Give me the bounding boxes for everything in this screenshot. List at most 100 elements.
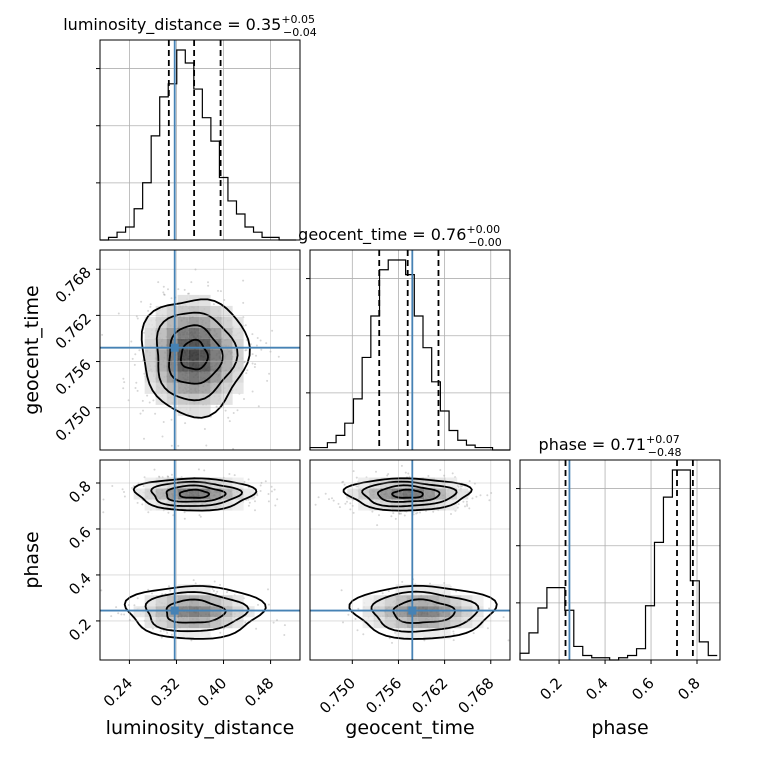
sample-point <box>257 603 259 606</box>
density-cell <box>144 488 156 500</box>
truth-marker <box>170 606 179 615</box>
density-cell <box>380 488 392 500</box>
panel-title-plus: +0.00 <box>466 223 500 236</box>
density-cell <box>166 327 178 339</box>
sample-point <box>244 621 247 624</box>
density-cell <box>210 488 222 500</box>
sample-point <box>254 363 257 366</box>
sample-point <box>401 580 404 583</box>
sample-point <box>466 504 469 507</box>
density-cell <box>199 338 211 350</box>
sample-point <box>135 315 138 318</box>
sample-point <box>452 639 455 642</box>
sample-point <box>423 639 426 642</box>
density-cell <box>177 371 189 383</box>
x-tick-label: 0.6 <box>628 674 658 704</box>
sample-point <box>248 501 251 504</box>
sample-point <box>246 369 249 372</box>
density-cell <box>166 305 178 317</box>
sample-point <box>394 517 397 520</box>
sample-point <box>255 344 258 347</box>
sample-point <box>243 398 245 400</box>
sample-point <box>466 503 468 506</box>
sample-point <box>427 475 430 477</box>
sample-point <box>390 515 393 518</box>
panel-title-plus: +0.05 <box>281 13 315 26</box>
density-contour <box>165 598 227 624</box>
x-tick-label: 0.756 <box>362 674 405 717</box>
density-cell <box>472 595 484 607</box>
density-cell <box>188 360 200 372</box>
truth-marker <box>170 343 179 352</box>
sample-point <box>267 500 270 503</box>
sample-point <box>268 372 271 375</box>
panel-title-text: phase = 0.71 <box>539 435 646 454</box>
sample-point <box>337 502 340 505</box>
density-cell <box>243 606 255 618</box>
sample-point <box>247 504 250 507</box>
density-cell <box>221 338 233 350</box>
sample-point <box>167 288 169 291</box>
sample-point <box>187 292 189 295</box>
density-cell <box>232 360 244 372</box>
sample-point <box>162 291 165 294</box>
sample-point <box>142 409 144 412</box>
sample-point <box>215 592 217 595</box>
density-cell <box>221 360 233 372</box>
density-cell <box>417 628 429 640</box>
sample-point <box>486 627 489 630</box>
density-cell <box>428 606 440 618</box>
sample-point <box>143 437 145 440</box>
density-cell <box>221 488 233 500</box>
sample-point <box>226 591 228 594</box>
density-cell <box>439 606 451 618</box>
sample-point <box>183 511 186 514</box>
sample-point <box>264 480 267 483</box>
density-cell <box>450 606 462 618</box>
sample-point <box>407 472 410 475</box>
sample-point <box>167 475 170 478</box>
y-tick-label: 0.8 <box>65 477 95 507</box>
density-cell <box>199 404 211 416</box>
density-cell <box>177 606 189 618</box>
panel-title: phase = 0.71+0.07 −0.48 <box>539 433 682 459</box>
sample-point <box>219 290 222 293</box>
sample-point <box>115 606 118 609</box>
density-cell <box>177 327 189 339</box>
density-cell <box>210 595 222 607</box>
sample-point <box>163 293 165 296</box>
density-contour <box>179 338 209 371</box>
panel-title-minus: −0.00 <box>468 236 502 249</box>
density-contour <box>370 590 480 633</box>
density-cell <box>428 617 440 629</box>
density-cell <box>155 338 167 350</box>
density-cell <box>155 360 167 372</box>
sample-point <box>342 480 345 483</box>
panel-title: luminosity_distance = 0.35+0.05 −0.04 <box>63 13 317 39</box>
sample-point <box>457 503 460 506</box>
sample-point <box>120 613 123 616</box>
sample-point <box>328 498 330 501</box>
sample-point <box>242 279 245 282</box>
panel-title-plus: +0.07 <box>646 433 680 446</box>
density-cell <box>439 617 451 629</box>
sample-point <box>355 476 358 479</box>
sample-point <box>212 452 214 454</box>
density-cell <box>424 488 436 500</box>
density-cell <box>166 382 178 394</box>
density-cell <box>446 488 458 500</box>
sample-point <box>183 517 186 520</box>
density-cell <box>384 606 396 618</box>
sample-point <box>459 485 462 487</box>
x-axis-label: luminosity_distance <box>106 717 295 739</box>
density-cell <box>144 371 156 383</box>
density-cell <box>384 595 396 607</box>
sample-point <box>135 381 138 384</box>
density-cell <box>188 584 200 596</box>
sample-point <box>147 511 150 514</box>
density-cell <box>155 499 167 511</box>
density-cell <box>177 349 189 361</box>
density-cell <box>461 617 473 629</box>
histogram-step <box>309 259 510 451</box>
